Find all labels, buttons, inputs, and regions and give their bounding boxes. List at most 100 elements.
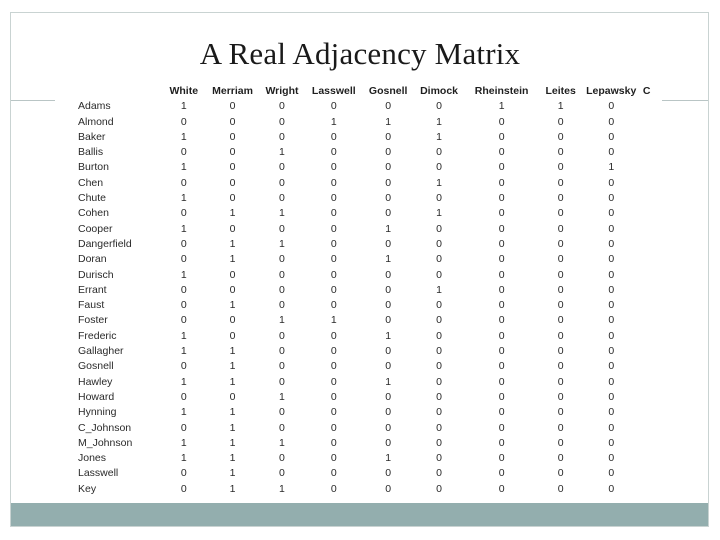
matrix-cell (640, 313, 662, 328)
matrix-cell: 0 (180, 421, 187, 434)
matrix-cell: 1 (498, 100, 505, 113)
matrix-cell: 0 (436, 406, 442, 419)
matrix-cell (640, 421, 662, 436)
matrix-cell: 0 (608, 222, 615, 235)
matrix-cell: 0 (180, 115, 187, 128)
matrix-cell: 0 (608, 436, 615, 449)
matrix-cell: 0 (498, 192, 505, 205)
matrix-cell: 1 (180, 222, 187, 235)
matrix-cell: 0 (608, 176, 615, 189)
matrix-cell: 0 (279, 100, 285, 113)
table-row: Baker 1 0 0 0 0 1 0 0 0 (62, 130, 662, 145)
matrix-cell: 0 (608, 100, 615, 113)
matrix-cell: 1 (180, 452, 187, 465)
matrix-cell: 0 (557, 161, 564, 174)
matrix-cell: 0 (557, 452, 564, 465)
column-header: Lepawsky (586, 85, 637, 97)
matrix-cell (640, 405, 662, 420)
matrix-cell (640, 390, 662, 405)
matrix-cell: 0 (385, 345, 392, 358)
matrix-cell: 0 (498, 130, 505, 143)
matrix-cell: 0 (498, 176, 505, 189)
column-header: Gosnell (368, 85, 408, 97)
row-label: Jones (78, 452, 107, 465)
matrix-cell: 0 (385, 421, 392, 434)
matrix-cell: 0 (385, 146, 392, 159)
column-header: Lasswell (311, 85, 356, 97)
matrix-cell: 0 (608, 268, 615, 281)
matrix-cell: 0 (330, 100, 337, 113)
matrix-cell (640, 115, 662, 130)
matrix-cell: 1 (229, 452, 236, 465)
matrix-cell: 0 (330, 192, 337, 205)
matrix-cell: 0 (498, 375, 505, 388)
matrix-cell: 0 (385, 406, 392, 419)
matrix-cell: 0 (436, 253, 442, 266)
table-row: Doran 0 1 0 0 1 0 0 0 0 (62, 252, 662, 267)
table-row: Hynning 1 1 0 0 0 0 0 0 0 (62, 405, 662, 420)
matrix-cell: 0 (330, 253, 337, 266)
row-label: Key (78, 482, 97, 495)
column-header: Wright (265, 85, 299, 97)
matrix-cell: 0 (330, 299, 337, 312)
matrix-corner-cell (62, 84, 161, 99)
table-row: Hawley 1 1 0 0 1 0 0 0 0 (62, 375, 662, 390)
table-row: Adams 1 0 0 0 0 0 1 1 0 (62, 99, 662, 114)
matrix-cell: 1 (436, 283, 442, 296)
matrix-cell: 0 (557, 283, 564, 296)
matrix-cell: 0 (229, 146, 236, 159)
matrix-cell: 0 (279, 421, 285, 434)
matrix-cell (640, 99, 662, 114)
matrix-cell: 1 (229, 421, 236, 434)
table-row: Foster 0 0 1 1 0 0 0 0 0 (62, 313, 662, 328)
matrix-cell: 0 (180, 360, 187, 373)
table-row: Gallagher 1 1 0 0 0 0 0 0 0 (62, 344, 662, 359)
slide-title: A Real Adjacency Matrix (199, 36, 521, 71)
matrix-cell: 0 (330, 345, 337, 358)
matrix-cell: 0 (498, 299, 505, 312)
column-header: C (642, 85, 651, 97)
table-row: Ballis 0 0 1 0 0 0 0 0 0 (62, 145, 662, 160)
matrix-cell: 0 (498, 406, 505, 419)
matrix-cell: 0 (229, 130, 236, 143)
matrix-cell: 1 (229, 299, 236, 312)
matrix-cell (640, 191, 662, 206)
matrix-cell (640, 252, 662, 267)
table-row: Howard 0 0 1 0 0 0 0 0 0 (62, 390, 662, 405)
row-label: Baker (78, 130, 106, 143)
matrix-cell: 1 (436, 176, 442, 189)
matrix-cell (640, 268, 662, 283)
table-row: Cooper 1 0 0 0 1 0 0 0 0 (62, 222, 662, 237)
row-label: Cohen (78, 207, 109, 220)
matrix-cell: 0 (385, 299, 392, 312)
matrix-cell (640, 375, 662, 390)
matrix-cell: 0 (498, 222, 505, 235)
matrix-cell: 0 (608, 283, 615, 296)
row-label: Hynning (78, 406, 117, 419)
row-label: Gosnell (78, 360, 114, 373)
matrix-cell: 0 (557, 115, 564, 128)
matrix-cell: 0 (608, 314, 615, 327)
matrix-cell: 1 (180, 375, 187, 388)
matrix-cell: 1 (229, 253, 236, 266)
row-label: Faust (78, 299, 105, 312)
row-label: Burton (78, 161, 109, 174)
matrix-cell: 0 (180, 207, 187, 220)
matrix-cell: 1 (229, 375, 236, 388)
matrix-cell: 0 (557, 237, 564, 250)
table-row: Gosnell 0 1 0 0 0 0 0 0 0 (62, 359, 662, 374)
matrix-cell: 1 (180, 329, 187, 342)
matrix-cell: 0 (557, 406, 564, 419)
row-label: Lasswell (78, 467, 119, 480)
row-label: Ballis (78, 146, 104, 159)
matrix-cell: 0 (498, 115, 505, 128)
matrix-cell: 1 (229, 436, 236, 449)
matrix-cell: 0 (330, 375, 337, 388)
matrix-cell: 0 (330, 452, 337, 465)
table-row: Key 0 1 1 0 0 0 0 0 0 (62, 482, 662, 497)
table-row: Almond 0 0 0 1 1 1 0 0 0 (62, 115, 662, 130)
matrix-cell: 0 (436, 467, 442, 480)
matrix-cell: 1 (436, 115, 442, 128)
matrix-cell: 0 (385, 390, 392, 403)
column-header: White (169, 85, 199, 97)
